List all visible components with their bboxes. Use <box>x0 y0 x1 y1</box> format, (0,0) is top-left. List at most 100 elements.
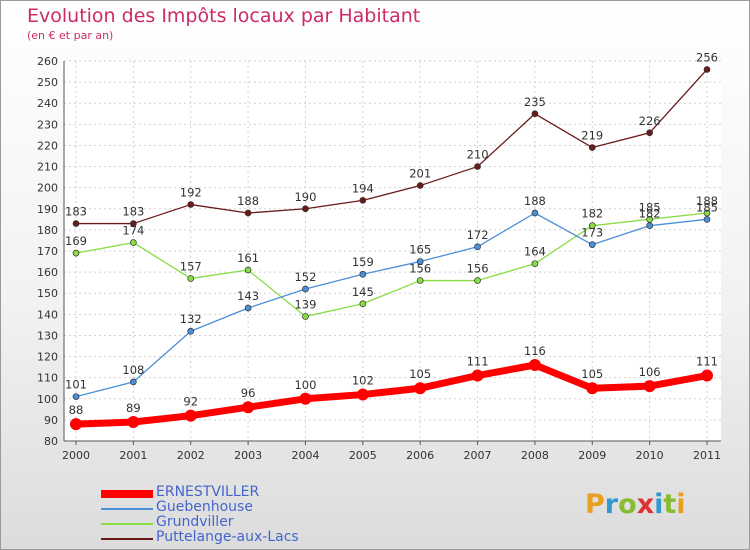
data-label: 235 <box>524 95 546 109</box>
legend-label: Guebenhouse <box>156 499 253 515</box>
data-label: 92 <box>183 395 198 409</box>
proxiti-logo: Proxiti <box>585 489 686 520</box>
legend-swatch <box>101 522 153 525</box>
y-tick-label: 180 <box>37 224 58 237</box>
data-label: 192 <box>180 186 202 200</box>
data-point <box>471 369 484 382</box>
y-tick-label: 130 <box>37 329 58 342</box>
data-point <box>414 382 427 395</box>
data-point <box>302 205 309 213</box>
x-tick-label: 2011 <box>693 449 721 462</box>
data-label: 106 <box>639 365 661 379</box>
data-label: 105 <box>581 367 603 381</box>
data-point <box>244 266 252 274</box>
data-label: 169 <box>65 234 87 248</box>
x-tick-label: 2002 <box>177 449 205 462</box>
y-tick-label: 220 <box>37 139 58 152</box>
data-point <box>586 382 599 395</box>
data-label: 164 <box>524 245 546 259</box>
y-tick-label: 240 <box>37 97 58 110</box>
chart-title: Evolution des Impôts locaux par Habitant <box>27 5 421 27</box>
data-label: 165 <box>409 243 431 257</box>
data-label: 185 <box>696 200 718 214</box>
data-label: 156 <box>409 262 431 276</box>
y-tick-label: 150 <box>37 287 58 300</box>
legend-swatch <box>101 537 153 540</box>
y-tick-label: 230 <box>37 118 58 131</box>
data-point <box>588 222 596 230</box>
data-point <box>531 209 539 217</box>
data-point <box>72 249 80 257</box>
y-tick-label: 190 <box>37 203 58 216</box>
x-tick-label: 2001 <box>119 449 147 462</box>
data-point <box>70 418 82 431</box>
logo-letter: i <box>676 489 686 520</box>
legend-label: Grundviller <box>156 514 234 530</box>
data-label: 194 <box>352 181 374 195</box>
data-point <box>646 222 653 230</box>
data-point <box>359 300 367 308</box>
data-label: 183 <box>122 205 144 219</box>
data-label: 156 <box>467 262 489 276</box>
data-label: 145 <box>352 285 374 299</box>
y-tick-label: 140 <box>37 308 58 321</box>
data-point <box>299 392 312 405</box>
data-point <box>302 285 309 293</box>
data-point <box>643 380 656 393</box>
x-tick-label: 2010 <box>636 449 664 462</box>
data-point <box>242 401 255 414</box>
x-tick-label: 2000 <box>62 449 90 462</box>
data-point <box>130 220 137 227</box>
y-tick-label: 80 <box>44 435 58 448</box>
y-tick-label: 260 <box>37 55 58 68</box>
data-label: 89 <box>126 401 141 415</box>
data-point <box>701 369 713 382</box>
data-label: 182 <box>639 207 661 221</box>
data-label: 161 <box>237 251 259 265</box>
data-point <box>588 241 596 249</box>
y-tick-label: 170 <box>37 245 58 258</box>
data-point <box>187 201 195 208</box>
data-label: 185 <box>639 200 661 214</box>
data-point <box>703 66 711 73</box>
data-label: 182 <box>581 207 603 221</box>
data-point <box>474 163 481 170</box>
data-point <box>416 182 424 189</box>
data-point <box>646 129 653 137</box>
data-label: 132 <box>180 312 202 326</box>
x-tick-label: 2009 <box>578 449 606 462</box>
data-point <box>72 220 80 227</box>
x-tick-label: 2006 <box>406 449 434 462</box>
logo-letter: r <box>604 489 619 520</box>
data-label: 108 <box>122 363 144 377</box>
data-label: 188 <box>524 194 546 208</box>
y-tick-label: 200 <box>37 182 58 195</box>
data-point <box>474 243 481 251</box>
x-tick-label: 2005 <box>349 449 377 462</box>
data-label: 139 <box>294 297 316 311</box>
series-line-puttelange-aux-lacs <box>76 69 708 225</box>
data-point <box>531 110 539 118</box>
data-label: 96 <box>241 386 256 400</box>
x-tick-label: 2008 <box>521 449 549 462</box>
data-point <box>703 215 711 223</box>
data-point <box>416 277 424 284</box>
data-point <box>531 260 539 268</box>
data-label: 88 <box>69 403 84 417</box>
plot-area <box>64 61 721 441</box>
data-label: 219 <box>581 129 603 143</box>
y-tick-label: 250 <box>37 76 58 89</box>
data-label: 100 <box>294 378 316 392</box>
data-point <box>130 239 137 246</box>
data-point <box>72 393 80 401</box>
data-label: 188 <box>696 194 718 208</box>
y-tick-label: 90 <box>44 414 58 427</box>
data-label: 111 <box>696 355 718 369</box>
legend-label: Puttelange-aux-Lacs <box>156 529 299 545</box>
x-tick-label: 2004 <box>291 449 319 462</box>
data-point <box>244 304 252 312</box>
logo-letter: t <box>663 489 677 520</box>
data-label: 116 <box>524 344 546 358</box>
x-tick-label: 2003 <box>234 449 262 462</box>
